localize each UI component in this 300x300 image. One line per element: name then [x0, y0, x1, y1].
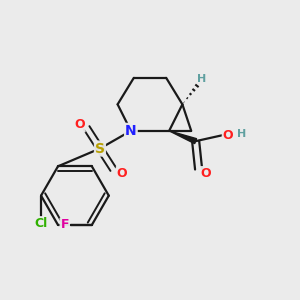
Text: O: O: [201, 167, 211, 180]
Text: H: H: [237, 129, 246, 139]
Text: H: H: [197, 74, 206, 84]
Text: O: O: [117, 167, 127, 180]
Text: S: S: [95, 142, 105, 155]
Text: F: F: [61, 218, 69, 232]
Text: N: N: [125, 124, 137, 138]
Text: O: O: [74, 118, 85, 131]
Text: Cl: Cl: [34, 217, 48, 230]
Text: O: O: [223, 129, 233, 142]
Polygon shape: [169, 131, 196, 144]
